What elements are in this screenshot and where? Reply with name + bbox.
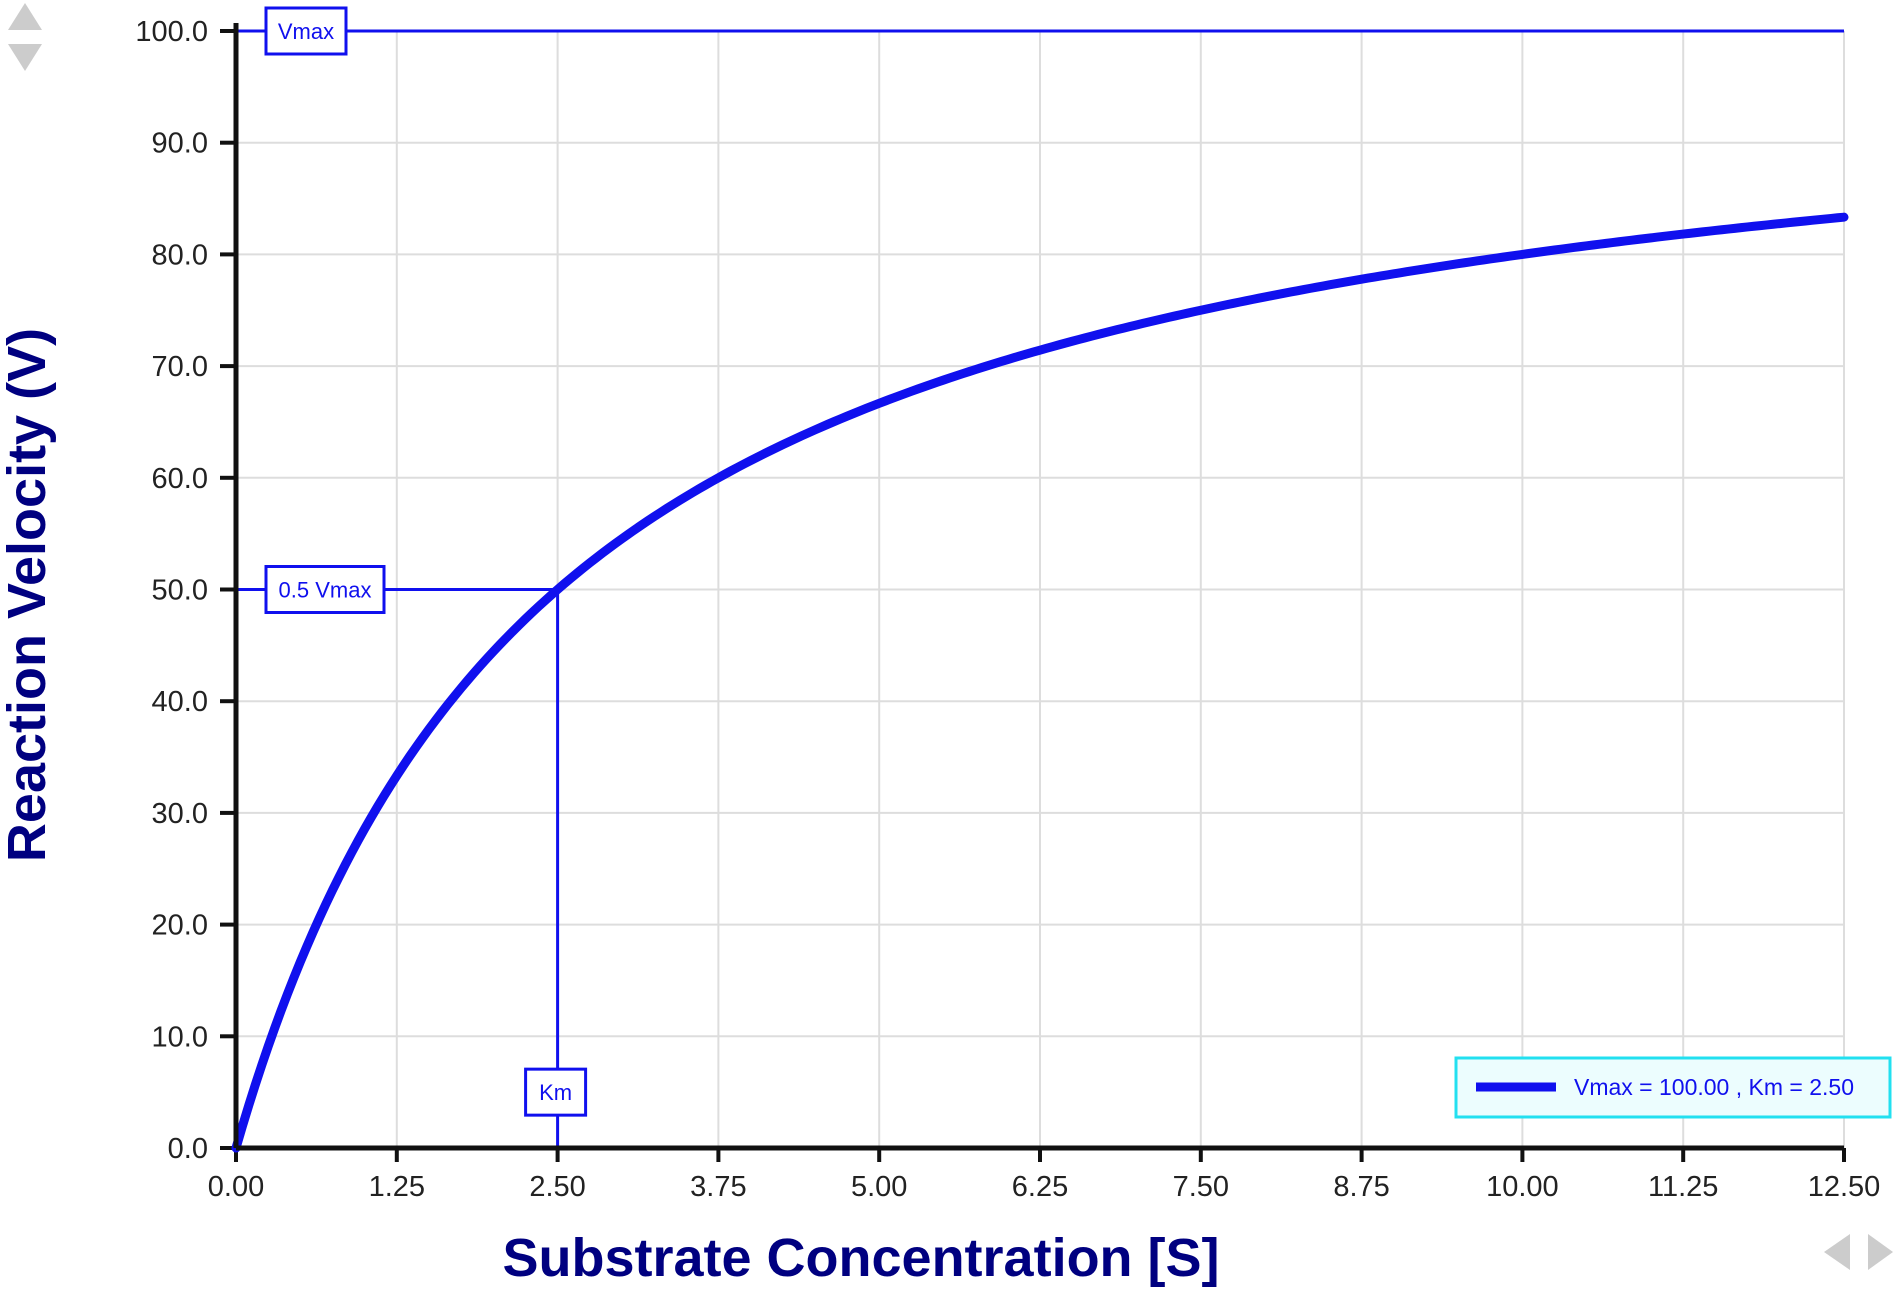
x-tick-label: 2.50 <box>529 1171 585 1203</box>
half-vmax-label: 0.5 Vmax <box>279 578 372 603</box>
x-tick-label: 12.50 <box>1808 1171 1881 1203</box>
y-tick-label: 60.0 <box>152 463 208 495</box>
x-axis-ticks: 0.00 1.25 2.50 3.75 5.00 6.25 7.50 8.75 10.00 11.… <box>208 1148 1881 1203</box>
km-label-box <box>524 1067 588 1117</box>
legend-label: Vmax = 100.00 , Km = 2.50 <box>1574 1074 1854 1100</box>
vmax-label: Vmax <box>278 19 334 44</box>
km-label: Km <box>539 1080 572 1105</box>
x-tick-label: 8.75 <box>1333 1171 1389 1203</box>
y-tick-label: 40.0 <box>152 686 208 718</box>
y-tick-label: 50.0 <box>152 575 208 607</box>
y-tick-label: 90.0 <box>152 128 208 160</box>
x-tick-label: 7.50 <box>1173 1171 1229 1203</box>
y-axis-ticks: 0.0 10.0 20.0 30.0 40.0 50.0 60.0 70.0 80.0 90.0 1… <box>135 16 236 1165</box>
axes <box>233 23 1844 1151</box>
x-tick-label: 10.00 <box>1486 1171 1559 1203</box>
y-tick-label: 10.0 <box>152 1021 208 1053</box>
series-line-michaelis-menten <box>231 212 1849 1153</box>
y-tick-label: 70.0 <box>152 351 208 383</box>
x-axis-title: Substrate Concentration [S] <box>502 1228 1219 1288</box>
scroll-right-icon[interactable] <box>1868 1234 1893 1270</box>
x-tick-label: 3.75 <box>690 1171 746 1203</box>
half-vmax-label-box <box>264 565 386 614</box>
grid <box>236 30 1845 1148</box>
y-tick-label: 20.0 <box>152 910 208 942</box>
y-axis-title: Reaction Velocity (V) <box>0 328 57 862</box>
x-tick-label: 11.25 <box>1648 1171 1718 1203</box>
y-tick-label: 100.0 <box>135 16 208 48</box>
y-tick-label: 30.0 <box>152 798 208 830</box>
x-tick-label: 6.25 <box>1012 1171 1068 1203</box>
scroll-left-icon[interactable] <box>1824 1234 1850 1270</box>
vmax-label-box <box>264 6 348 56</box>
series-layer <box>231 212 1849 1153</box>
y-tick-label: 0.0 <box>168 1133 208 1165</box>
legend: Vmax = 100.00 , Km = 2.50 <box>1454 1056 1892 1119</box>
scroll-down-icon[interactable] <box>8 44 42 71</box>
annotations: Vmax 0.5 Vmax Km <box>236 6 1844 1148</box>
x-tick-label: 1.25 <box>369 1171 425 1203</box>
y-tick-label: 80.0 <box>152 239 208 271</box>
scroll-arrows[interactable] <box>8 3 1893 1270</box>
scroll-up-icon[interactable] <box>8 3 42 30</box>
x-tick-label: 5.00 <box>851 1171 907 1203</box>
x-tick-label: 0.00 <box>208 1171 264 1203</box>
